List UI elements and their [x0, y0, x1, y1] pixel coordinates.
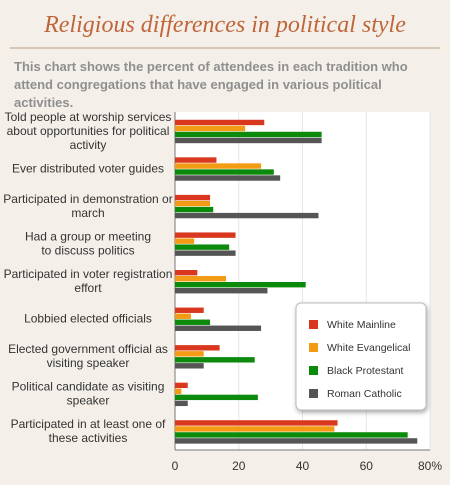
title-divider — [10, 47, 440, 49]
x-tick-label: 60 — [360, 459, 374, 473]
bar — [175, 432, 408, 438]
x-tick-label: 80% — [418, 459, 442, 473]
category-label: Participated in voter registration effort — [4, 267, 173, 295]
category-label-line: Participated in at least one of — [11, 417, 166, 431]
bar — [175, 125, 246, 132]
bar — [175, 388, 182, 395]
bar — [175, 232, 236, 238]
bar — [175, 420, 338, 426]
bar — [175, 382, 188, 389]
legend-swatch — [309, 343, 318, 352]
bar — [175, 438, 418, 444]
bar — [175, 307, 204, 313]
bar — [175, 426, 335, 432]
category-label-line: Participated in demonstration or — [3, 192, 172, 206]
bar — [175, 200, 211, 207]
bar — [175, 313, 191, 319]
category-label-line: speaker — [67, 394, 110, 408]
legend-swatch — [309, 366, 318, 375]
x-tick-label: 0 — [172, 459, 179, 473]
category-label: Political candidate as visiting speaker — [12, 380, 165, 408]
category-label-line: visiting speaker — [47, 356, 130, 370]
category-label-line: Elected government official as — [8, 342, 168, 356]
category-label-line: activity — [70, 138, 107, 152]
x-tick-label: 40 — [296, 459, 310, 473]
bar — [175, 288, 268, 294]
x-tick-label: 20 — [232, 459, 246, 473]
bar — [175, 276, 226, 282]
bar — [175, 212, 319, 219]
chart-title: Religious differences in political style — [44, 12, 406, 38]
legend-label: Roman Catholic — [327, 388, 402, 400]
bar — [175, 351, 204, 357]
category-label-line: about opportunities for political — [7, 124, 170, 138]
legend-label: Black Protestant — [327, 365, 404, 377]
category-label-line: Told people at worship services — [5, 110, 172, 124]
category-label-line: Had a group or meeting — [25, 229, 151, 243]
legend-label: White Mainline — [327, 319, 396, 331]
legend-swatch — [309, 389, 318, 398]
bar — [175, 206, 214, 213]
category-label: Had a group or meeting to discuss politic… — [25, 229, 151, 257]
category-label-line: march — [71, 206, 104, 220]
category-label-line: effort — [74, 281, 102, 295]
category-label-line: Lobbied elected officials — [24, 312, 152, 326]
bar — [175, 163, 262, 169]
bar — [175, 282, 306, 288]
chart-subtitle: This chart shows the percent of attendee… — [14, 59, 408, 110]
bar — [175, 119, 265, 126]
bar — [175, 175, 281, 181]
category-label: Elected government official as visiting s… — [8, 342, 168, 370]
category-label: Told people at worship services about opp… — [5, 110, 172, 152]
legend-swatch — [309, 320, 318, 329]
category-label: Lobbied elected officials — [24, 312, 152, 326]
bar — [175, 169, 274, 175]
category-label-line: these activities — [49, 431, 128, 445]
bar — [175, 250, 236, 256]
category-label: Participated in demonstration or march — [3, 192, 172, 220]
category-label-line: Ever distributed voter guides — [12, 161, 164, 175]
category-label-line: Political candidate as visiting — [12, 380, 165, 394]
legend-box — [295, 302, 427, 411]
bar — [175, 238, 195, 244]
category-label-line: Participated in voter registration — [4, 267, 173, 281]
bar — [175, 357, 255, 363]
bar — [175, 137, 322, 144]
bar — [175, 270, 198, 276]
category-label-line: to discuss politics — [41, 243, 134, 257]
bar — [175, 319, 211, 325]
bar — [175, 325, 262, 331]
bar — [175, 394, 258, 401]
bar — [175, 157, 217, 163]
bar — [175, 131, 322, 138]
category-label: Participated in at least one of these act… — [11, 417, 166, 445]
bar — [175, 244, 230, 250]
bar — [175, 194, 211, 201]
bar — [175, 400, 188, 407]
bar — [175, 363, 204, 369]
bar — [175, 345, 220, 351]
category-label: Ever distributed voter guides — [12, 161, 164, 175]
legend-label: White Evangelical — [327, 342, 410, 354]
